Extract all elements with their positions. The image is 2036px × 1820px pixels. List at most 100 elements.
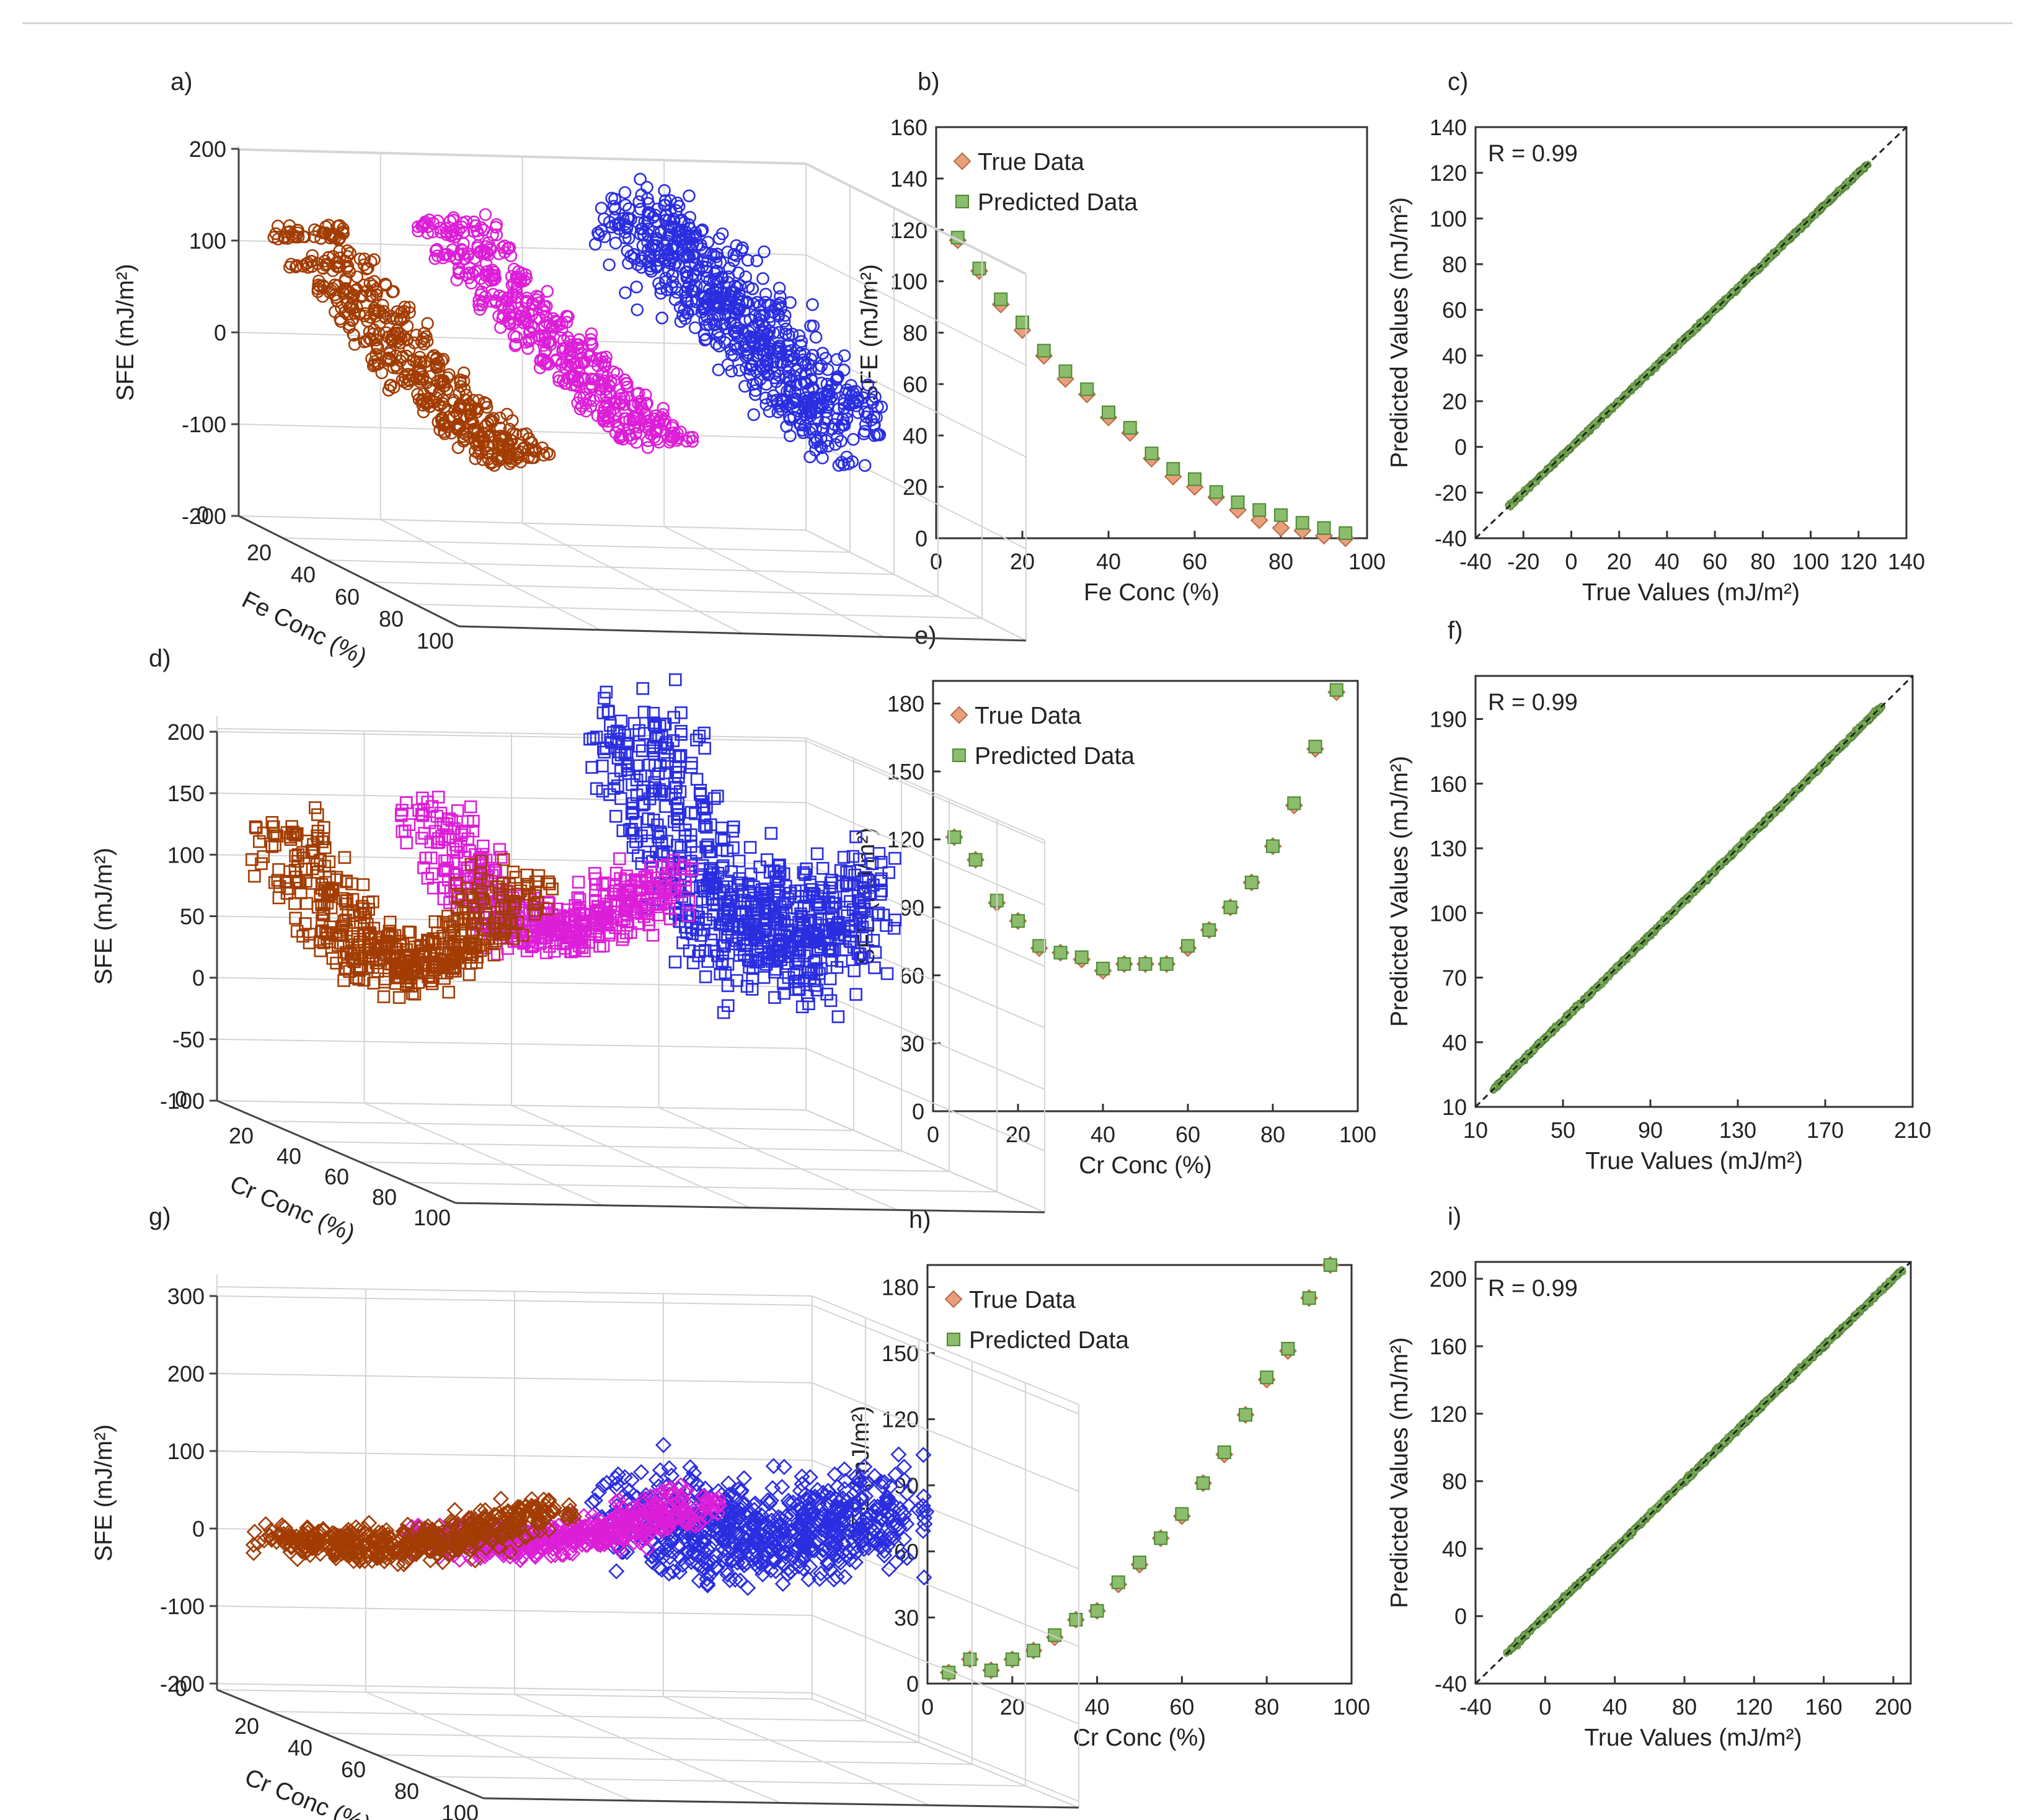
x-tick-label: 0 (930, 549, 942, 574)
predicted-data-point (1058, 364, 1073, 378)
predicted-data-point (1239, 1408, 1252, 1422)
y-tick-label: 80 (1442, 252, 1467, 277)
legend-true-marker (953, 152, 972, 171)
panel-label-c: c) (1448, 68, 1468, 95)
y-tick-label: 100 (1430, 206, 1467, 231)
y-tick-label: 60 (1442, 298, 1467, 323)
predicted-data-point (1202, 923, 1216, 937)
predicted-data-point (1329, 683, 1343, 697)
x-tick-label: -40 (1459, 549, 1492, 574)
y-tick-label: 150 (882, 1341, 919, 1366)
predicted-data-point (1266, 839, 1280, 853)
predicted-data-point (1138, 957, 1153, 971)
y-tick-label: 160 (890, 115, 927, 140)
y-tick-label: 80 (903, 321, 927, 346)
predicted-data-point (1302, 1291, 1316, 1305)
predicted-data-point (1295, 516, 1309, 530)
y-axis-label: SFE (mJ/m²) (856, 264, 883, 401)
true-data-point (1272, 519, 1290, 537)
y-tick-label: 180 (882, 1275, 919, 1300)
predicted-data-point (1308, 739, 1322, 753)
predicted-data-point (1037, 344, 1051, 358)
predicted-data-point (1217, 1445, 1231, 1459)
predicted-data-point (968, 853, 983, 867)
x-tick-label: 60 (1175, 1122, 1200, 1147)
predicted-data-point (1102, 405, 1115, 419)
y-tick-label: 140 (890, 166, 927, 192)
y-tick-label: 0 (1454, 435, 1467, 460)
predicted-data-point (1005, 1652, 1019, 1666)
x-tick-label: 80 (1260, 1122, 1285, 1147)
legend-true-label: True Data (978, 149, 1084, 175)
y-tick-label: 20 (1442, 389, 1467, 414)
x-axis-label: Fe Conc (%) (1084, 579, 1219, 606)
x-tick-label: 40 (1096, 549, 1121, 574)
x-tick-label: 120 (1840, 549, 1877, 574)
predicted-data-point (1231, 495, 1245, 509)
y-tick-label: 120 (1430, 161, 1467, 186)
predicted-data-point (1274, 508, 1288, 522)
y-tick-label: 90 (900, 895, 924, 920)
panel-c: c)-40 -20 0 20 40 60 80 100 120 140-40-2002040608… (1386, 68, 1925, 606)
predicted-data-point (1339, 526, 1353, 540)
y-tick-label: 30 (894, 1605, 919, 1630)
predicted-data-point (994, 292, 1008, 306)
x-tick-label: 100 (1339, 1122, 1376, 1147)
predicted-data-point (1154, 1531, 1168, 1545)
predicted-data-point (1074, 950, 1089, 964)
legend-predicted-marker (955, 195, 969, 208)
y-axis-label: Predicted Values (mJ/m²) (1386, 756, 1413, 1027)
predicted-data-point (1181, 939, 1195, 953)
legend-predicted-label: Predicted Data (975, 743, 1135, 770)
x-tick-label: 100 (1792, 549, 1830, 574)
x-tick-label: 10 (1463, 1117, 1488, 1143)
y-tick-label: 0 (912, 1099, 924, 1124)
x-axis-label: True Values (mJ/m²) (1582, 579, 1800, 606)
panel-label-b: b) (918, 68, 940, 95)
predicted-data-point (1159, 957, 1174, 971)
predicted-data-point (1032, 939, 1047, 953)
y-tick-label: 40 (1442, 1030, 1467, 1055)
x-tick-label: 100 (1333, 1694, 1370, 1720)
x-tick-label: 40 (1655, 549, 1680, 574)
x-tick-label: 0 (927, 1122, 939, 1147)
predicted-data-point (1260, 1370, 1274, 1385)
y-tick-label: 40 (903, 423, 927, 448)
legend-true-marker (944, 1290, 963, 1308)
y-tick-label: 70 (1442, 965, 1467, 991)
predicted-data-point (1166, 462, 1180, 476)
y-tick-label: 0 (906, 1671, 919, 1697)
x-tick-label: 140 (1888, 549, 1925, 574)
predicted-data-point (1196, 1476, 1210, 1490)
y-tick-label: 10 (1442, 1094, 1467, 1120)
y-tick-label: 60 (903, 371, 927, 397)
x-axis-label: True Values (mJ/m²) (1585, 1148, 1803, 1174)
predicted-data-point (1123, 420, 1137, 435)
plot-frame-e (932, 680, 1359, 1112)
y-tick-label: 130 (1430, 836, 1467, 861)
y-tick-label: 100 (890, 269, 927, 295)
legend-true-label: True Data (975, 703, 1081, 729)
x-tick-label: 90 (1638, 1117, 1663, 1143)
panel-label-f: f) (1448, 617, 1463, 644)
y-tick-label: 180 (887, 691, 924, 717)
ideal-fit-line (1474, 126, 1908, 539)
x-tick-label: 210 (1894, 1117, 1931, 1143)
legend-true-marker (950, 706, 968, 724)
predicted-data-point (1111, 1575, 1125, 1589)
y-tick-label: 0 (915, 526, 927, 551)
x-tick-label: 130 (1719, 1117, 1756, 1143)
predicted-data-point (1069, 1612, 1083, 1627)
x-tick-label: 0 (921, 1694, 934, 1720)
predicted-data-point (1323, 1258, 1337, 1272)
y-tick-label: -20 (1435, 480, 1467, 505)
y-tick-label: 40 (1442, 343, 1467, 368)
predicted-data-point (1090, 1604, 1104, 1618)
y-tick-label: 190 (1430, 707, 1467, 732)
x-tick-label: 80 (1268, 549, 1293, 574)
x-tick-label: 50 (1551, 1117, 1575, 1143)
predicted-data-point (1096, 961, 1110, 975)
y-tick-label: 120 (882, 1407, 919, 1432)
x-tick-label: 0 (1565, 549, 1577, 574)
x-tick-label: 80 (1254, 1694, 1279, 1720)
